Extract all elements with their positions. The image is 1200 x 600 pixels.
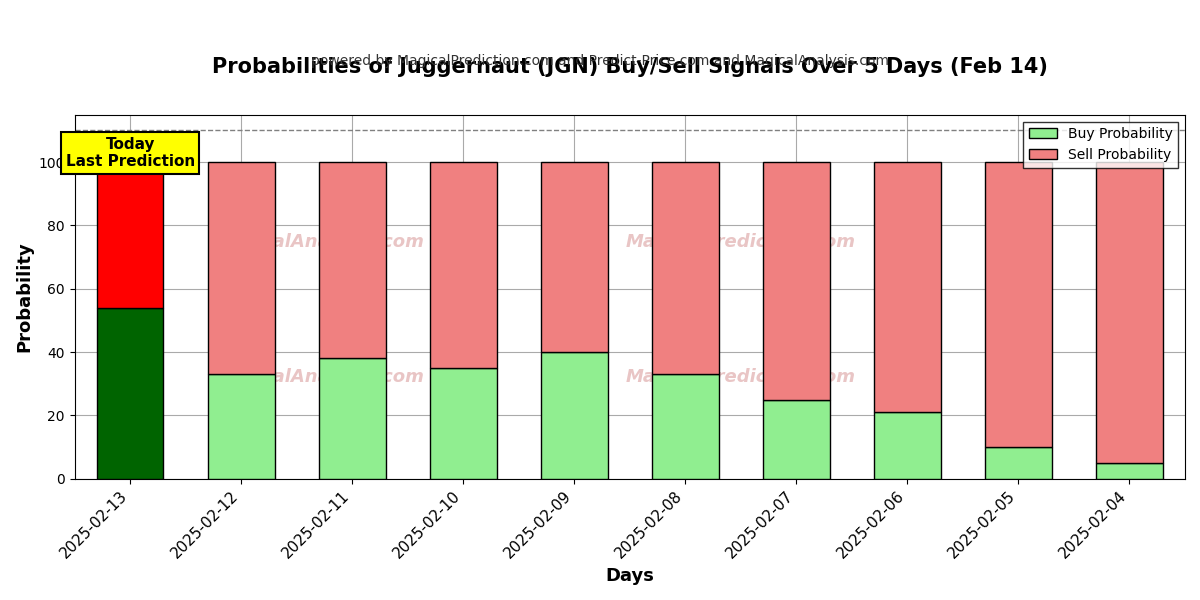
Bar [763, 162, 829, 400]
Bar [97, 308, 163, 479]
Bar [874, 162, 941, 412]
Bar [97, 162, 163, 308]
Text: MagicalAnalysis.com: MagicalAnalysis.com [214, 233, 425, 251]
Bar [985, 162, 1051, 447]
Bar [652, 162, 719, 374]
Bar [430, 162, 497, 368]
Legend: Buy Probability, Sell Probability: Buy Probability, Sell Probability [1024, 122, 1178, 167]
Bar [208, 162, 275, 374]
Bar [985, 447, 1051, 479]
Title: Probabilities of Juggernaut (JGN) Buy/Sell Signals Over 5 Days (Feb 14): Probabilities of Juggernaut (JGN) Buy/Se… [212, 57, 1048, 77]
Bar [319, 358, 385, 479]
X-axis label: Days: Days [605, 567, 654, 585]
Text: MagicalPrediction.com: MagicalPrediction.com [626, 233, 856, 251]
Bar [541, 162, 607, 352]
Y-axis label: Probability: Probability [16, 241, 34, 352]
Bar [208, 374, 275, 479]
Bar [763, 400, 829, 479]
Bar [541, 352, 607, 479]
Bar [652, 374, 719, 479]
Bar [874, 412, 941, 479]
Text: powered by MagicalPrediction.com and Predict-Price.com and MagicalAnalysis.com: powered by MagicalPrediction.com and Pre… [311, 54, 889, 68]
Text: MagicalPrediction.com: MagicalPrediction.com [626, 368, 856, 386]
Bar [1096, 463, 1163, 479]
Text: MagicalAnalysis.com: MagicalAnalysis.com [214, 368, 425, 386]
Text: Today
Last Prediction: Today Last Prediction [66, 137, 194, 169]
Bar [319, 162, 385, 358]
Bar [1096, 162, 1163, 463]
Bar [430, 368, 497, 479]
